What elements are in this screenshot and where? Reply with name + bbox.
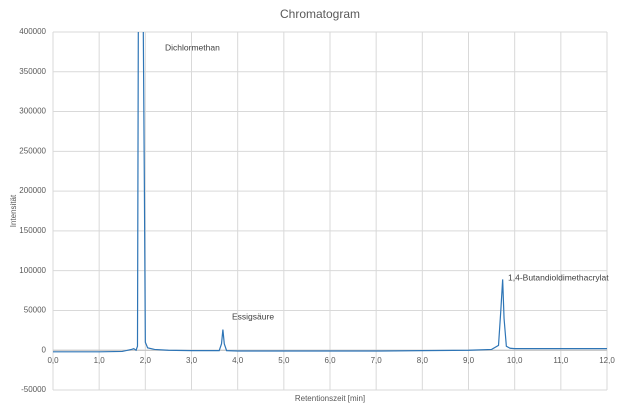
y-tick-label: 200000 (19, 186, 46, 195)
x-tick-label: 10,0 (507, 356, 523, 365)
y-tick-label: 0 (42, 345, 47, 354)
y-axis-label: Intensität (9, 194, 18, 227)
x-tick-label: 9,0 (463, 356, 475, 365)
x-tick-label: 12,0 (599, 356, 615, 365)
x-tick-label: 11,0 (553, 356, 569, 365)
x-tick-label: 6,0 (324, 356, 336, 365)
x-tick-label: 1,0 (94, 356, 106, 365)
chart-title: Chromatogram (280, 7, 360, 21)
y-tick-label: 50000 (24, 306, 47, 315)
y-tick-label: 100000 (19, 266, 46, 275)
x-tick-label: 2,0 (140, 356, 152, 365)
y-tick-label: 250000 (19, 146, 46, 155)
x-tick-label: 5,0 (278, 356, 290, 365)
x-tick-label: 4,0 (232, 356, 244, 365)
y-tick-label: 400000 (19, 27, 46, 36)
annotation: Essigsäure (232, 311, 274, 321)
x-tick-label: 8,0 (417, 356, 429, 365)
y-tick-label: 300000 (19, 107, 46, 116)
x-tick-label: 7,0 (371, 356, 383, 365)
y-tick-label: -50000 (21, 385, 46, 394)
data-line (53, 32, 607, 353)
y-tick-label: 150000 (19, 226, 46, 235)
x-tick-label: 3,0 (186, 356, 198, 365)
x-tick-label: 0,0 (47, 356, 59, 365)
x-axis-label: Retentionszeit [min] (295, 394, 365, 403)
annotation: Dichlormethan (165, 42, 220, 52)
annotation: 1,4-Butandioldimethacrylat (508, 272, 609, 282)
y-tick-label: 350000 (19, 67, 46, 76)
